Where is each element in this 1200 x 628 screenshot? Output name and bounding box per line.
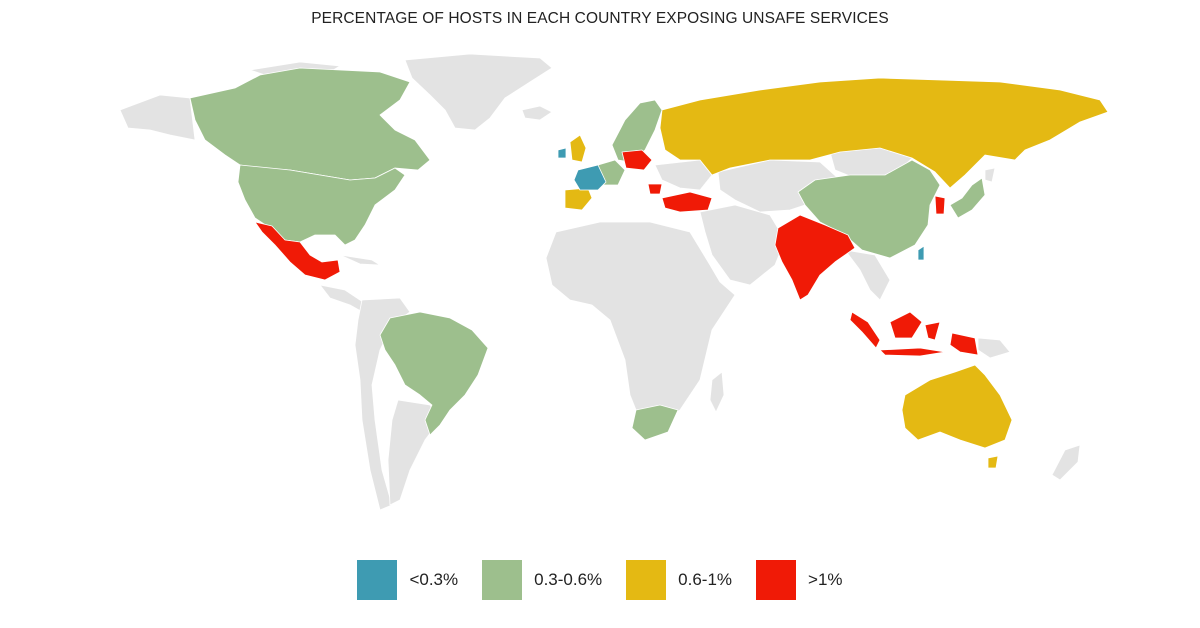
legend-item-0-3-0-6: 0.3-0.6% (482, 560, 602, 600)
country-india (774, 214, 856, 301)
region-southeast-asia (844, 249, 891, 301)
country-indonesia-sumatra (849, 311, 881, 349)
legend-swatch (756, 560, 797, 600)
country-greece-italy (647, 183, 663, 195)
region-madagascar (709, 371, 725, 413)
region-middle-east (699, 204, 786, 286)
country-tasmania (987, 455, 999, 469)
band-0-3-0-6 (189, 67, 986, 441)
region-japan-islands (984, 167, 996, 183)
legend-label: 0.6-1% (678, 570, 733, 589)
map-title: PERCENTAGE OF HOSTS IN EACH COUNTRY EXPO… (311, 10, 889, 27)
country-brazil (379, 311, 489, 436)
country-australia (901, 364, 1013, 449)
legend-label: 0.3-0.6% (534, 570, 603, 589)
country-canada (189, 67, 431, 181)
band-0-6-1 (564, 77, 1109, 469)
country-turkey (661, 191, 713, 213)
country-russia (659, 77, 1109, 189)
country-japan (949, 177, 986, 219)
band-gt-1 (254, 149, 979, 357)
country-france (573, 164, 607, 191)
region-alaska (119, 94, 196, 141)
legend-item-0-6-1: 0.6-1% (626, 560, 732, 600)
region-caribbean (339, 254, 381, 266)
country-taiwan (917, 245, 925, 261)
region-new-zealand (1051, 444, 1081, 481)
country-south-africa (631, 404, 679, 441)
region-iceland (521, 105, 553, 121)
country-indonesia-java (879, 347, 946, 357)
legend-swatch (482, 560, 523, 600)
country-usa (237, 164, 406, 246)
legend-item-lt-0-3: <0.3% (357, 560, 458, 600)
legend-swatch (357, 560, 398, 600)
country-uk (569, 134, 587, 163)
country-korea (934, 195, 946, 215)
country-china (797, 159, 941, 259)
country-poland (621, 149, 653, 171)
legend-swatch (626, 560, 667, 600)
legend-label: <0.3% (409, 570, 459, 589)
legend-label: >1% (808, 570, 843, 589)
country-indonesia-sulawesi (924, 321, 941, 341)
country-indonesia-borneo (889, 311, 923, 339)
region-africa (545, 221, 736, 421)
country-ireland (557, 147, 567, 159)
legend-item-gt-1: >1% (756, 560, 843, 600)
band-lt-0-3 (557, 147, 925, 261)
region-greenland (404, 53, 553, 131)
country-indonesia-papua (949, 332, 979, 356)
country-spain (564, 187, 593, 211)
country-mexico (254, 221, 341, 281)
world-choropleth-map (119, 53, 1109, 511)
legend: <0.3% 0.3-0.6% 0.6-1% >1% (0, 560, 1200, 600)
region-png (977, 337, 1011, 359)
